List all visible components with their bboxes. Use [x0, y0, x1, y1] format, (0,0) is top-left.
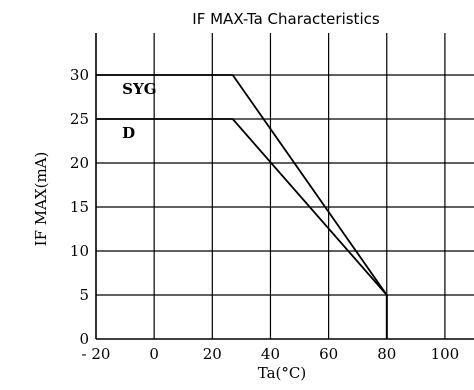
y-tick-label: 10 — [70, 242, 89, 260]
x-tick-label: 60 — [319, 345, 338, 363]
series-labels: SYG D — [122, 80, 156, 142]
y-tick-label: 5 — [79, 286, 89, 304]
y-tick-label: 0 — [79, 330, 89, 348]
grid — [96, 33, 474, 339]
series-lines — [96, 74, 388, 339]
y-tick-label: 20 — [70, 154, 89, 172]
y-tick-label: 25 — [70, 110, 89, 128]
x-axis-label: Ta(°C) — [258, 364, 306, 382]
chart-title: IF MAX-Ta Characteristics — [192, 10, 380, 28]
series-line-d — [96, 118, 388, 339]
y-tick-label: 15 — [70, 198, 89, 216]
y-tick-labels: 0 5 10 15 20 25 30 — [70, 66, 89, 348]
x-tick-labels: - 20 0 20 40 60 80 100 — [82, 345, 460, 363]
x-tick-label: - 20 — [82, 345, 111, 363]
x-tick-label: 100 — [431, 345, 460, 363]
axis-lines — [95, 33, 474, 340]
y-axis-label: IF MAX(mA) — [32, 152, 50, 247]
x-tick-label: 80 — [377, 345, 396, 363]
y-tick-label: 30 — [70, 66, 89, 84]
series-label-d: D — [122, 124, 135, 142]
series-label-syg: SYG — [122, 80, 156, 98]
x-tick-label: 0 — [149, 345, 159, 363]
x-tick-label: 40 — [261, 345, 280, 363]
x-tick-label: 20 — [203, 345, 222, 363]
